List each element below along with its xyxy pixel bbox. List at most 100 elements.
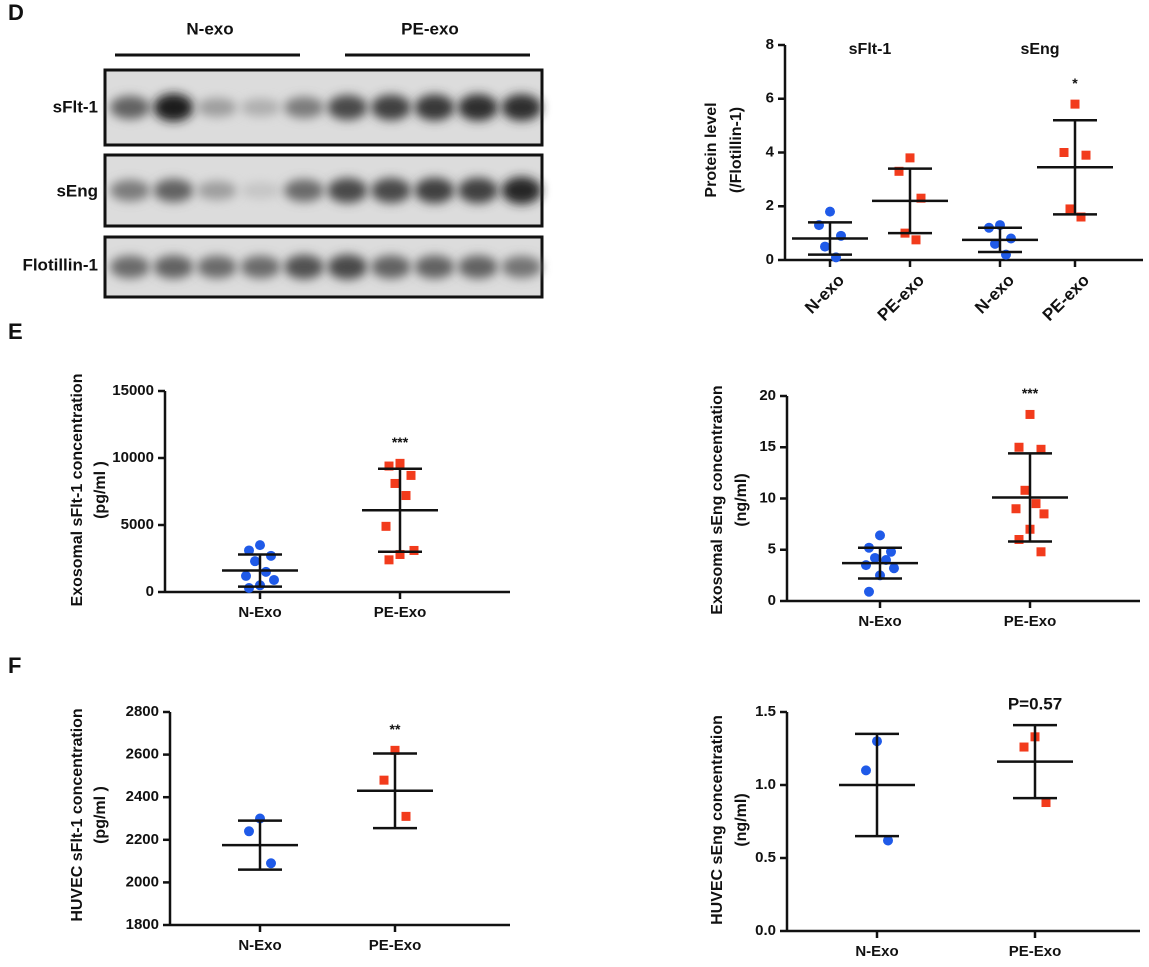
y-tick-label: 6 (766, 90, 774, 107)
blot-band (240, 98, 281, 117)
blot (103, 68, 544, 299)
point (1065, 204, 1075, 214)
x-tick-label: PE-Exo (1004, 613, 1057, 630)
point (1019, 742, 1029, 752)
blot-band (197, 98, 237, 117)
blot-group-label: PE-exo (401, 19, 459, 38)
point (384, 461, 394, 471)
point (864, 586, 874, 597)
point (990, 238, 1000, 249)
blot-band (153, 255, 194, 279)
point (889, 563, 899, 574)
blot-band (153, 178, 194, 203)
point (916, 193, 926, 203)
y-tick-label: 20 (759, 387, 776, 404)
blot-band (414, 177, 455, 204)
point (250, 556, 260, 567)
point (1076, 212, 1086, 222)
blot-band (110, 179, 150, 202)
point (1014, 442, 1024, 452)
blot-band (414, 255, 455, 279)
y-tick-label: 15000 (112, 382, 154, 399)
point (1059, 148, 1069, 157)
x-tick-label: N-Exo (858, 613, 901, 630)
x-tick-label: PE-Exo (369, 937, 422, 954)
x-tick-label: N-Exo (238, 937, 281, 954)
blot-band (240, 255, 281, 279)
point (894, 166, 904, 176)
x-tick-label: N-Exo (238, 604, 281, 621)
blot-band (458, 177, 498, 204)
point (1036, 547, 1046, 557)
point (1041, 798, 1051, 808)
x-tick-label: PE-exo (1039, 271, 1093, 325)
y-tick-label: 5000 (121, 516, 154, 533)
point (255, 540, 265, 551)
annotation: * (1072, 75, 1078, 91)
y-tick-label: 4 (766, 143, 775, 160)
point (269, 574, 279, 585)
point (395, 549, 405, 559)
point (381, 521, 391, 531)
blot-band (327, 254, 368, 280)
y-tick-label: 5 (768, 541, 776, 558)
y-axis-label: Exosomal sEng concentration (709, 385, 726, 614)
blot-band (371, 94, 411, 121)
blot-band (110, 95, 150, 120)
point (401, 811, 411, 821)
point (409, 545, 419, 555)
y-tick-label: 2800 (126, 703, 159, 720)
x-tick-label: PE-Exo (374, 604, 427, 621)
annotation: *** (392, 434, 409, 450)
y-tick-label: 0.0 (755, 922, 776, 939)
point (1070, 99, 1080, 109)
y-axis-label: (ng/ml) (733, 793, 750, 846)
y-axis-label: Exosomal sFlt-1 concentration (69, 374, 86, 607)
y-tick-label: 2000 (126, 873, 159, 890)
y-axis-label: (ng/ml) (733, 473, 750, 526)
y-axis-label: Protein level (703, 102, 720, 197)
point (390, 478, 400, 488)
point (244, 826, 254, 837)
y-tick-label: 2600 (126, 746, 159, 763)
point (401, 491, 411, 501)
y-tick-label: 15 (759, 438, 776, 455)
y-axis-label: (pg/ml ) (92, 786, 109, 844)
point (825, 206, 835, 217)
blot-row-label: Flotillin-1 (22, 255, 98, 274)
blot-band (501, 94, 542, 121)
point (244, 545, 254, 556)
point (1081, 150, 1091, 160)
blot-band (284, 179, 324, 202)
y-tick-label: 0 (768, 592, 776, 609)
point (1011, 504, 1021, 514)
y-tick-label: 1.5 (755, 703, 776, 720)
point (1014, 535, 1024, 544)
point (861, 560, 871, 571)
y-tick-label: 2200 (126, 831, 159, 848)
blot-group-label: N-exo (186, 19, 233, 38)
point (390, 745, 400, 755)
blot-band (327, 95, 368, 120)
annotation: *** (1022, 385, 1039, 401)
y-tick-label: 0 (146, 583, 154, 600)
blot-band (284, 254, 324, 280)
point (911, 235, 921, 245)
y-axis-label: HUVEC sFlt-1 concentration (69, 708, 86, 921)
blot-band (284, 96, 324, 119)
point (266, 550, 276, 561)
blot-band (153, 93, 194, 122)
x-tick-label: N-exo (971, 271, 1018, 318)
blot-band (240, 182, 281, 199)
point (905, 153, 915, 163)
blot-band (371, 255, 411, 279)
y-axis-label: HUVEC sEng concentration (709, 715, 726, 925)
blot-band (371, 178, 411, 203)
point (875, 530, 885, 541)
y-tick-label: 10000 (112, 449, 154, 466)
blot-band (327, 178, 368, 203)
point (395, 458, 405, 468)
blot-band (414, 94, 455, 121)
point (861, 765, 871, 776)
point (266, 858, 276, 869)
